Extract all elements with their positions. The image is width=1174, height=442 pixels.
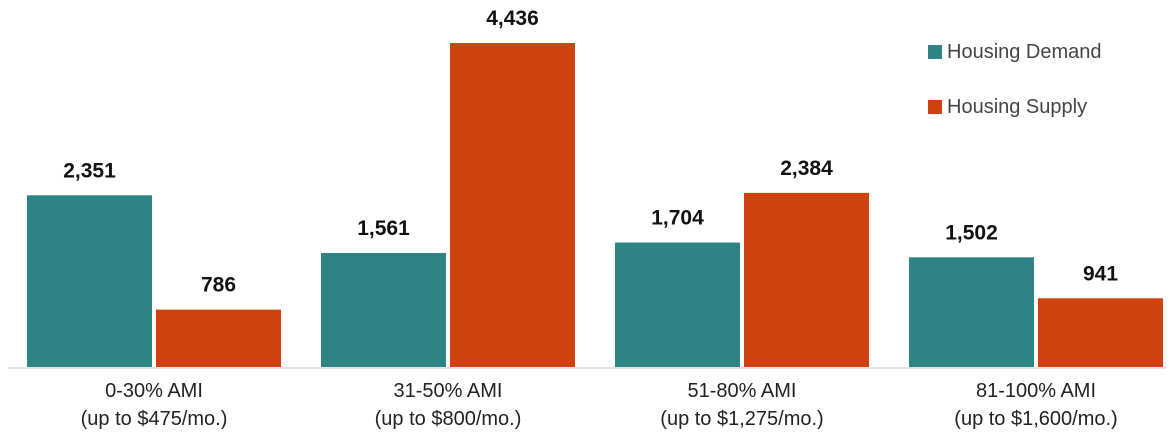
legend-swatch: [928, 45, 942, 59]
data-label: 1,704: [651, 207, 704, 230]
data-label: 1,561: [357, 217, 410, 240]
data-label: 786: [201, 274, 236, 297]
x-tick-label: 0-30% AMI: [105, 380, 203, 402]
bar-housing-demand-1: [321, 252, 446, 367]
bar-housing-demand-0: [27, 195, 152, 367]
legend-swatch: [928, 100, 942, 114]
legend: Housing Demand Housing Supply: [928, 41, 1102, 118]
x-tick-label: (up to $800/mo.): [375, 408, 522, 430]
data-label: 2,384: [780, 157, 833, 180]
bar-housing-demand-2: [615, 242, 740, 367]
x-tick-label: 31-50% AMI: [394, 380, 503, 402]
value-labels-layer: 2,351 786 1,561 4,436 1,704 2,384 1,502 941: [63, 7, 1118, 297]
bars-layer: [27, 43, 1163, 367]
bar-housing-supply-0: [156, 309, 281, 367]
x-tick-label: (up to $1,275/mo.): [660, 408, 823, 430]
legend-label: Housing Demand: [947, 41, 1102, 63]
bar-housing-supply-2: [744, 192, 869, 367]
x-tick-label: 81-100% AMI: [976, 380, 1096, 402]
bar-housing-supply-3: [1038, 298, 1163, 367]
data-label: 4,436: [486, 7, 539, 30]
data-label: 941: [1083, 262, 1118, 285]
x-tick-label: (up to $1,600/mo.): [954, 408, 1117, 430]
data-label: 1,502: [945, 221, 998, 244]
data-label: 2,351: [63, 159, 116, 182]
bar-housing-demand-3: [909, 257, 1034, 367]
x-tick-label: (up to $475/mo.): [81, 408, 228, 430]
x-tick-label: 51-80% AMI: [688, 380, 797, 402]
bar-housing-supply-1: [450, 43, 575, 367]
legend-label: Housing Supply: [947, 96, 1087, 118]
x-tick-labels: 0-30% AMI (up to $475/mo.) 31-50% AMI (up t…: [81, 380, 1118, 430]
